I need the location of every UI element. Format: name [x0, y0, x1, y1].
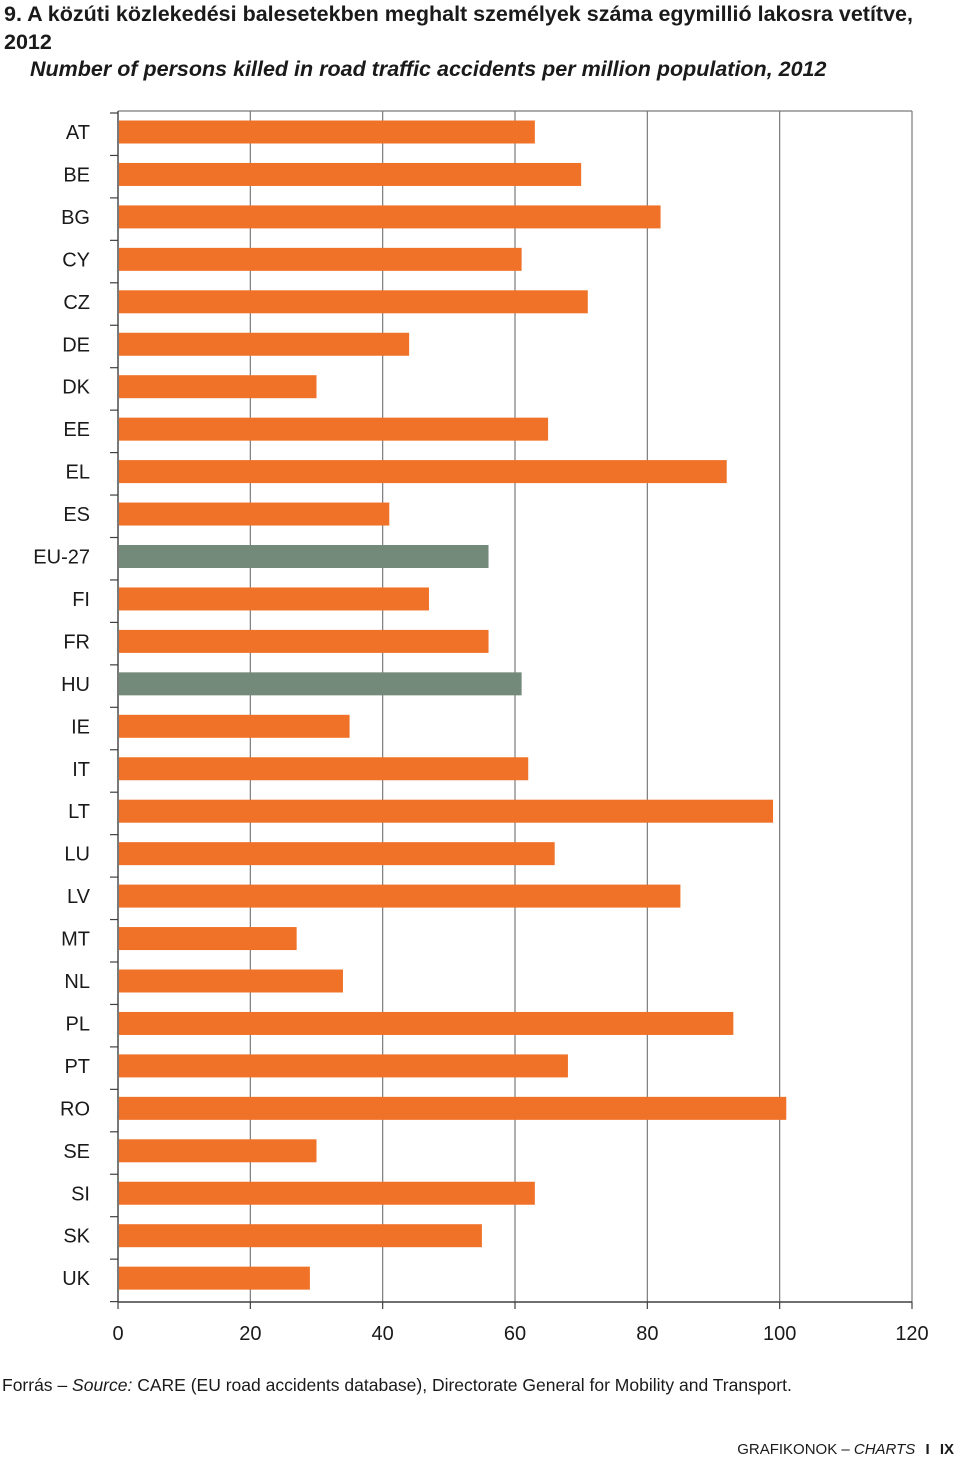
category-label-ro: RO [60, 1098, 90, 1120]
page-footer: GRAFIKONOK – CHARTS I IX [737, 1440, 954, 1460]
footer-right: CHARTS [853, 1441, 916, 1458]
category-label-nl: NL [64, 971, 90, 993]
bar-lv [119, 884, 681, 908]
x-tick-label-80: 80 [636, 1323, 658, 1345]
category-label-se: SE [63, 1141, 90, 1163]
x-tick-label-120: 120 [895, 1323, 928, 1345]
x-tick-label-100: 100 [763, 1323, 796, 1345]
category-label-lv: LV [67, 886, 91, 908]
chart-title: 9. A közúti közlekedési balesetekben meg… [4, 0, 954, 56]
bar-cy [119, 247, 522, 271]
category-label-uk: UK [62, 1268, 90, 1290]
category-label-ee: EE [63, 419, 90, 441]
category-label-ie: IE [71, 716, 90, 738]
category-label-fi: FI [72, 589, 90, 611]
bar-sk [119, 1224, 482, 1248]
bar-lu [119, 842, 555, 866]
category-label-pt: PT [64, 1056, 90, 1078]
page-number: IX [939, 1441, 954, 1458]
source-note: Forrás – Source: CARE (EU road accidents… [2, 1373, 792, 1397]
category-label-cy: CY [62, 249, 90, 271]
category-label-si: SI [71, 1183, 90, 1205]
category-label-be: BE [63, 164, 90, 186]
chart-title-hu: 9. A közúti közlekedési balesetekben meg… [4, 2, 913, 54]
chart-subtitle: Number of persons killed in road traffic… [30, 57, 827, 81]
bar-el [119, 460, 727, 484]
category-label-at: AT [66, 122, 90, 144]
bar-nl [119, 969, 343, 993]
bar-pt [119, 1054, 568, 1078]
category-label-cz: CZ [63, 292, 90, 314]
category-label-lu: LU [64, 844, 90, 866]
bar-lt [119, 799, 774, 823]
category-label-lt: LT [68, 801, 90, 823]
source-label-hu: Forrás [2, 1375, 53, 1395]
bar-be [119, 162, 582, 186]
category-label-it: IT [72, 759, 90, 781]
bar-at [119, 120, 535, 144]
bar-fr [119, 629, 489, 653]
category-label-sk: SK [63, 1226, 90, 1248]
bar-hu [119, 672, 522, 696]
bar-ee [119, 417, 549, 441]
footer-left: GRAFIKONOK [737, 1441, 838, 1458]
bar-de [119, 332, 410, 356]
category-label-hu: HU [61, 674, 90, 696]
source-label-en: Source: [72, 1375, 133, 1395]
bar-dk [119, 375, 317, 399]
bar-cz [119, 290, 588, 314]
bar-pl [119, 1011, 734, 1035]
source-text: CARE (EU road accidents database), Direc… [137, 1375, 792, 1395]
bar-uk [119, 1266, 310, 1290]
category-label-bg: BG [61, 207, 90, 229]
x-tick-label-20: 20 [239, 1323, 261, 1345]
bar-eu-27 [119, 545, 489, 568]
category-label-pl: PL [66, 1013, 90, 1035]
bar-es [119, 502, 390, 526]
x-tick-label-40: 40 [372, 1323, 394, 1345]
category-label-eu-27: EU-27 [33, 547, 90, 569]
bar-si [119, 1181, 535, 1205]
bar-se [119, 1139, 317, 1163]
category-label-mt: MT [61, 929, 90, 951]
bar-ie [119, 714, 350, 738]
bar-it [119, 757, 529, 781]
footer-dash: – [841, 1441, 850, 1458]
bar-ro [119, 1096, 787, 1120]
category-label-el: EL [66, 462, 90, 484]
x-tick-label-0: 0 [112, 1323, 123, 1345]
category-label-es: ES [63, 504, 90, 526]
bar-bg [119, 205, 661, 229]
bar-fi [119, 587, 429, 611]
category-label-dk: DK [62, 377, 90, 399]
bar-mt [119, 927, 297, 951]
category-label-fr: FR [63, 631, 90, 653]
category-label-de: DE [62, 334, 90, 356]
bar-chart: 0 20 40 60 80 100 120 AT BE BG CY CZ DE DK EE EL ES EU-27… [33, 110, 929, 1345]
footer-separator: I [925, 1441, 930, 1458]
source-dash: – [57, 1375, 68, 1395]
x-tick-label-60: 60 [504, 1323, 526, 1345]
